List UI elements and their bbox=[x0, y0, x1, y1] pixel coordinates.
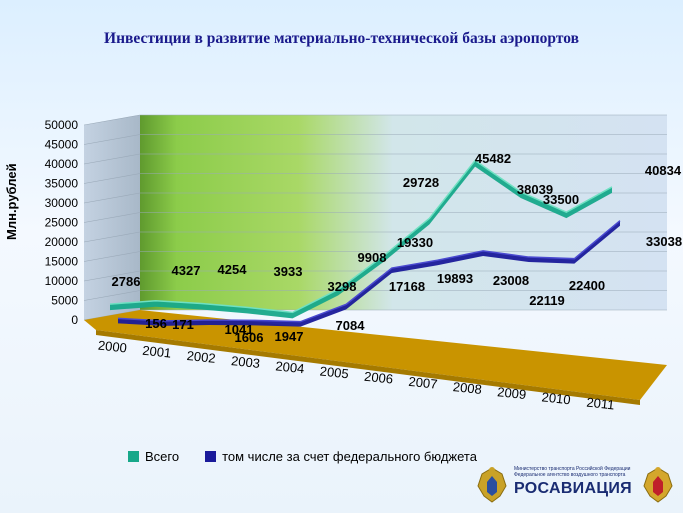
floor-edge bbox=[96, 330, 640, 405]
x-tick-label: 2003 bbox=[230, 353, 260, 371]
legend-item-federal: том числе за счет федерального бюджета bbox=[205, 449, 477, 464]
y-tick-label: 40000 bbox=[45, 157, 79, 171]
legend: Всего том числе за счет федерального бюд… bbox=[128, 449, 503, 464]
gridline bbox=[83, 153, 667, 165]
y-tick-label: 5000 bbox=[51, 294, 78, 308]
series-highlight-0 bbox=[109, 159, 613, 314]
data-label-federal: 156 bbox=[145, 316, 167, 331]
gridline bbox=[83, 212, 667, 223]
x-tick-label: 2010 bbox=[541, 389, 571, 407]
data-label-total: 4254 bbox=[218, 262, 248, 277]
y-tick-label: 20000 bbox=[45, 235, 79, 249]
data-label-federal: 171 bbox=[172, 317, 194, 332]
data-label-federal: 1041 bbox=[225, 322, 254, 337]
data-label-federal: 22119 bbox=[529, 293, 564, 308]
x-tick-label: 2000 bbox=[97, 338, 127, 356]
chart-title: Инвестиции в развитие материально-технич… bbox=[104, 30, 579, 47]
x-tick-label: 2011 bbox=[586, 395, 615, 413]
data-label-total: 9908 bbox=[358, 250, 387, 265]
y-tick-label: 15000 bbox=[45, 255, 79, 269]
data-label-total: 4327 bbox=[172, 263, 201, 278]
gridline bbox=[83, 192, 667, 204]
x-tick-label: 2009 bbox=[497, 384, 527, 402]
data-label-total: 45482 bbox=[475, 151, 511, 166]
y-axis-label: Млн.рублей bbox=[4, 163, 19, 240]
data-label-federal: 7084 bbox=[336, 318, 366, 333]
y-tick-label: 30000 bbox=[45, 196, 79, 210]
data-label-federal: 22400 bbox=[569, 278, 605, 293]
x-tick-label: 2005 bbox=[319, 363, 349, 381]
data-label-total: 38039 bbox=[517, 182, 553, 197]
coat-of-arms-icon bbox=[643, 467, 673, 503]
data-label-federal: 33038 bbox=[646, 234, 682, 249]
legend-item-total: Всего bbox=[128, 449, 179, 464]
legend-swatch-total bbox=[128, 451, 139, 462]
rosaviation-logo: Министерство транспорта Российской Федер… bbox=[470, 462, 680, 508]
data-label-total: 29728 bbox=[403, 175, 439, 190]
coat-of-arms-icon bbox=[477, 467, 507, 503]
y-tick-label: 10000 bbox=[45, 274, 79, 288]
gridline bbox=[83, 270, 667, 282]
data-label-federal: 1606 bbox=[235, 330, 264, 345]
data-label-federal: 23008 bbox=[493, 273, 529, 288]
gridline bbox=[83, 114, 667, 126]
y-tick-label: 25000 bbox=[45, 216, 79, 230]
data-label-federal: 1947 bbox=[275, 329, 304, 344]
data-label-total: 19330 bbox=[397, 235, 433, 250]
data-label-total: 40834 bbox=[645, 163, 682, 178]
legend-label-federal: том числе за счет федерального бюджета bbox=[222, 449, 477, 464]
legend-swatch-federal bbox=[205, 451, 217, 462]
x-tick-label: 2006 bbox=[363, 369, 393, 387]
x-tick-label: 2002 bbox=[186, 348, 216, 366]
logo-org-text: Министерство транспорта Российской Федер… bbox=[514, 466, 631, 478]
x-tick-label: 2008 bbox=[452, 379, 482, 397]
gridline bbox=[83, 134, 667, 145]
series-highlight-1 bbox=[117, 220, 621, 323]
logo-name: РОСАВИАЦИЯ bbox=[514, 480, 632, 497]
x-tick-label: 2001 bbox=[142, 343, 172, 361]
y-tick-label: 50000 bbox=[45, 118, 79, 132]
data-label-total: 33500 bbox=[543, 192, 579, 207]
data-label-total: 2786 bbox=[112, 274, 141, 289]
x-tick-label: 2007 bbox=[408, 374, 438, 392]
y-tick-label: 0 bbox=[71, 313, 78, 327]
data-label-total: 3298 bbox=[328, 279, 357, 294]
data-label-federal: 17168 bbox=[389, 279, 425, 294]
y-tick-label: 35000 bbox=[45, 177, 79, 191]
gridline bbox=[83, 290, 667, 301]
series-ribbon-0 bbox=[110, 160, 612, 319]
y-tick-label: 45000 bbox=[45, 138, 79, 152]
gridline bbox=[83, 231, 667, 243]
x-tick-label: 2004 bbox=[275, 358, 305, 376]
legend-label-total: Всего bbox=[145, 449, 180, 464]
chart-floor bbox=[84, 310, 667, 400]
data-label-total: 3933 bbox=[274, 264, 303, 279]
data-label-federal: 19893 bbox=[437, 271, 473, 286]
